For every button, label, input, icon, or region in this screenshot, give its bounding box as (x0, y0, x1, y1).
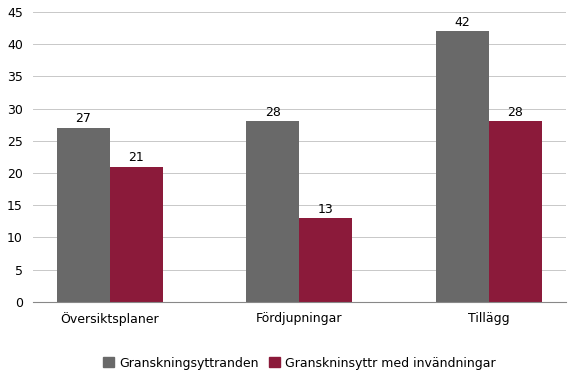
Bar (57, 128, 110, 302)
Text: 27: 27 (76, 112, 91, 125)
Legend: Granskningsyttranden, Granskninsyttr med invändningar: Granskningsyttranden, Granskninsyttr med… (98, 352, 501, 375)
Bar (435, 31, 489, 302)
Text: 28: 28 (265, 106, 281, 119)
Bar (489, 122, 542, 302)
Text: 42: 42 (454, 16, 470, 29)
Bar (299, 218, 352, 302)
Bar (110, 166, 163, 302)
Text: 13: 13 (318, 202, 333, 216)
Text: 28: 28 (507, 106, 523, 119)
Bar (246, 122, 299, 302)
Text: 21: 21 (128, 151, 144, 164)
